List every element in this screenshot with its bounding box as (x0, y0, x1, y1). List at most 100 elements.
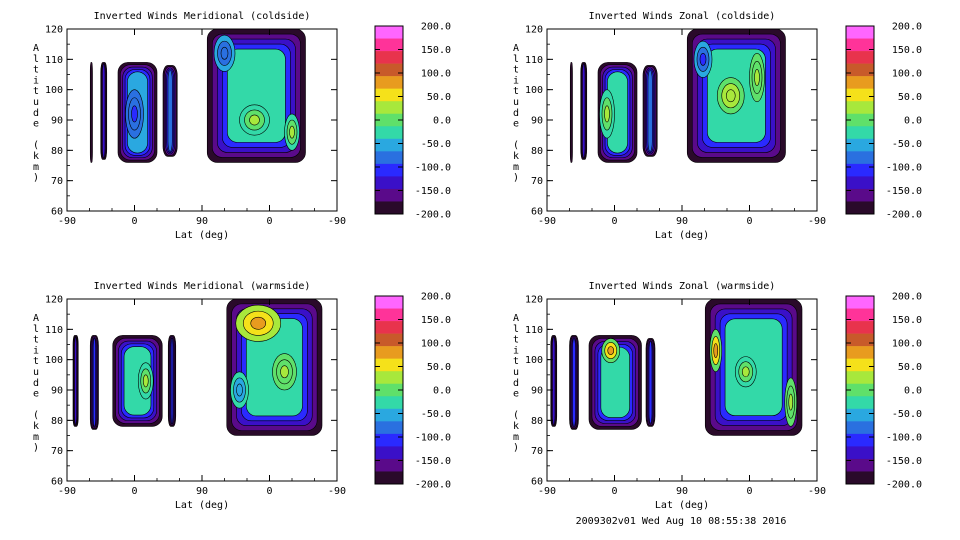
colorbar-swatch (846, 76, 874, 89)
colorbar-swatch (375, 446, 403, 460)
x-tick-label: 0 (131, 486, 137, 497)
colorbar-swatch (846, 333, 874, 347)
contour-feature (250, 316, 267, 330)
colorbar-swatch (846, 421, 874, 435)
x-axis-label: Lat (deg) (655, 500, 709, 511)
contour-band (552, 336, 556, 425)
x-tick-label: 90 (676, 216, 688, 227)
colorbar-swatch (375, 126, 403, 140)
contour-feature (280, 365, 289, 379)
x-tick-label: 90 (676, 486, 688, 497)
y-tick-label: 100 (45, 85, 63, 96)
y-tick-label: 120 (45, 25, 63, 36)
contour-feature (131, 105, 138, 123)
colorbar-swatch (846, 151, 874, 165)
panel-title: Inverted Winds Meridional (coldside) (94, 11, 311, 22)
colorbar-swatch (375, 346, 403, 359)
colorbar-swatch (846, 471, 874, 485)
colorbar-tick-label: -150.0 (415, 456, 451, 467)
contour-feature (741, 366, 750, 378)
colorbar-swatch (375, 176, 403, 190)
colorbar: 200.0 150.0 100.0 50.0 0.0 -50.0 -100.0 -150.0 -… (374, 292, 451, 491)
y-tick-label: 70 (531, 176, 543, 187)
colorbar-swatch (375, 471, 403, 485)
colorbar-tick-label: 100.0 (421, 69, 451, 80)
colorbar-swatch (846, 321, 874, 334)
contour-feature (607, 346, 615, 355)
colorbar-swatch (846, 126, 874, 140)
y-tick-label: 70 (51, 446, 63, 457)
colorbar-swatch (846, 101, 874, 115)
colorbar-swatch (375, 296, 403, 309)
x-tick-label: 0 (266, 216, 272, 227)
colorbar-swatch (846, 176, 874, 190)
y-tick-label: 100 (525, 355, 543, 366)
colorbar-swatch (846, 308, 874, 322)
colorbar-swatch (375, 63, 403, 77)
colorbar-swatch (375, 308, 403, 322)
y-tick-label: 90 (531, 386, 543, 397)
colorbar-swatch (846, 51, 874, 64)
colorbar-swatch (375, 151, 403, 165)
colorbar-swatch (375, 333, 403, 347)
y-tick-label: 90 (51, 386, 63, 397)
colorbar-swatch (846, 113, 874, 127)
colorbar-tick-label: -200.0 (886, 480, 922, 491)
contour-band (572, 338, 576, 427)
colorbar-swatch (375, 138, 403, 152)
x-tick-label: -90 (538, 216, 556, 227)
colorbar-tick-label: 0.0 (904, 116, 922, 127)
colorbar-swatch (375, 88, 403, 102)
contour-band (648, 341, 653, 424)
y-tick-label: 120 (45, 295, 63, 306)
y-tick-label: 60 (51, 207, 63, 218)
colorbar-swatch (375, 38, 403, 52)
contour-feature (289, 125, 295, 139)
x-tick-label: 0 (611, 486, 617, 497)
colorbar-swatch (846, 446, 874, 460)
colorbar-swatch (846, 63, 874, 77)
colorbar-tick-label: 100.0 (892, 339, 922, 350)
contour-area (72, 299, 323, 436)
y-tick-label: 120 (525, 295, 543, 306)
contour-band (89, 62, 93, 163)
panel-title: Inverted Winds Zonal (coldside) (589, 11, 776, 22)
x-tick-label: -90 (328, 216, 346, 227)
colorbar-tick-label: -150.0 (886, 186, 922, 197)
x-axis-label: Lat (deg) (655, 230, 709, 241)
x-axis-label: Lat (deg) (175, 230, 229, 241)
colorbar-tick-label: 50.0 (427, 92, 451, 103)
colorbar-tick-label: 0.0 (904, 386, 922, 397)
colorbar-tick-label: -150.0 (886, 456, 922, 467)
x-tick-label: -90 (328, 486, 346, 497)
colorbar-tick-label: 50.0 (898, 92, 922, 103)
colorbar-swatch (846, 408, 874, 422)
colorbar-swatch (846, 396, 874, 410)
y-tick-label: 80 (531, 416, 543, 427)
colorbar-tick-label: -50.0 (892, 139, 922, 150)
colorbar-swatch (846, 138, 874, 152)
contour-band (582, 63, 586, 158)
colorbar-tick-label: 200.0 (421, 22, 451, 33)
colorbar-swatch (375, 76, 403, 89)
x-tick-label: -90 (58, 486, 76, 497)
contour-band (167, 70, 173, 152)
colorbar-swatch (375, 458, 403, 472)
contour-area (89, 29, 306, 163)
contour-feature (236, 383, 243, 397)
colorbar-swatch (375, 51, 403, 64)
y-tick-label: 60 (531, 207, 543, 218)
y-tick-label: 80 (531, 146, 543, 157)
colorbar-swatch (846, 188, 874, 202)
x-tick-label: 90 (196, 486, 208, 497)
colorbar-swatch (375, 321, 403, 334)
colorbar-tick-label: -200.0 (886, 210, 922, 221)
y-tick-label: 110 (45, 55, 63, 66)
chart-panel-1: Inverted Winds Meridional (coldside) -90 0… (33, 11, 451, 241)
colorbar: 200.0 150.0 100.0 50.0 0.0 -50.0 -100.0 -150.0 -… (374, 22, 451, 221)
colorbar-tick-label: -200.0 (415, 210, 451, 221)
